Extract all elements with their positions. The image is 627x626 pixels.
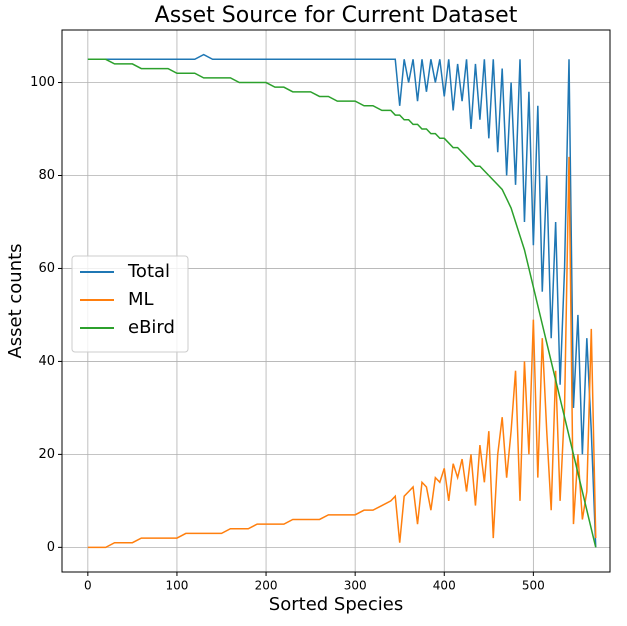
x-tick-label: 0 xyxy=(84,579,92,593)
legend-label: eBird xyxy=(128,317,175,338)
y-tick-label: 0 xyxy=(47,540,55,555)
x-tick-label: 100 xyxy=(165,579,188,593)
x-tick-label: 300 xyxy=(344,579,367,593)
y-tick-label: 60 xyxy=(38,261,55,276)
y-axis-label: Asset counts xyxy=(5,243,26,358)
x-tick-label: 200 xyxy=(255,579,278,593)
chart-title: Asset Source for Current Dataset xyxy=(155,3,518,28)
y-tick-label: 20 xyxy=(38,447,55,462)
x-tick-label: 400 xyxy=(433,579,456,593)
legend-label: Total xyxy=(127,261,170,282)
x-tick-label: 500 xyxy=(522,579,545,593)
y-tick-label: 40 xyxy=(38,354,55,369)
line-series xyxy=(87,156,597,549)
line-series xyxy=(87,58,597,548)
x-axis-label: Sorted Species xyxy=(269,594,403,615)
y-tick-label: 80 xyxy=(38,168,55,183)
plot-frame xyxy=(61,29,611,573)
y-tick-label: 100 xyxy=(30,75,55,90)
line-series xyxy=(87,53,597,548)
legend-label: ML xyxy=(128,289,154,310)
